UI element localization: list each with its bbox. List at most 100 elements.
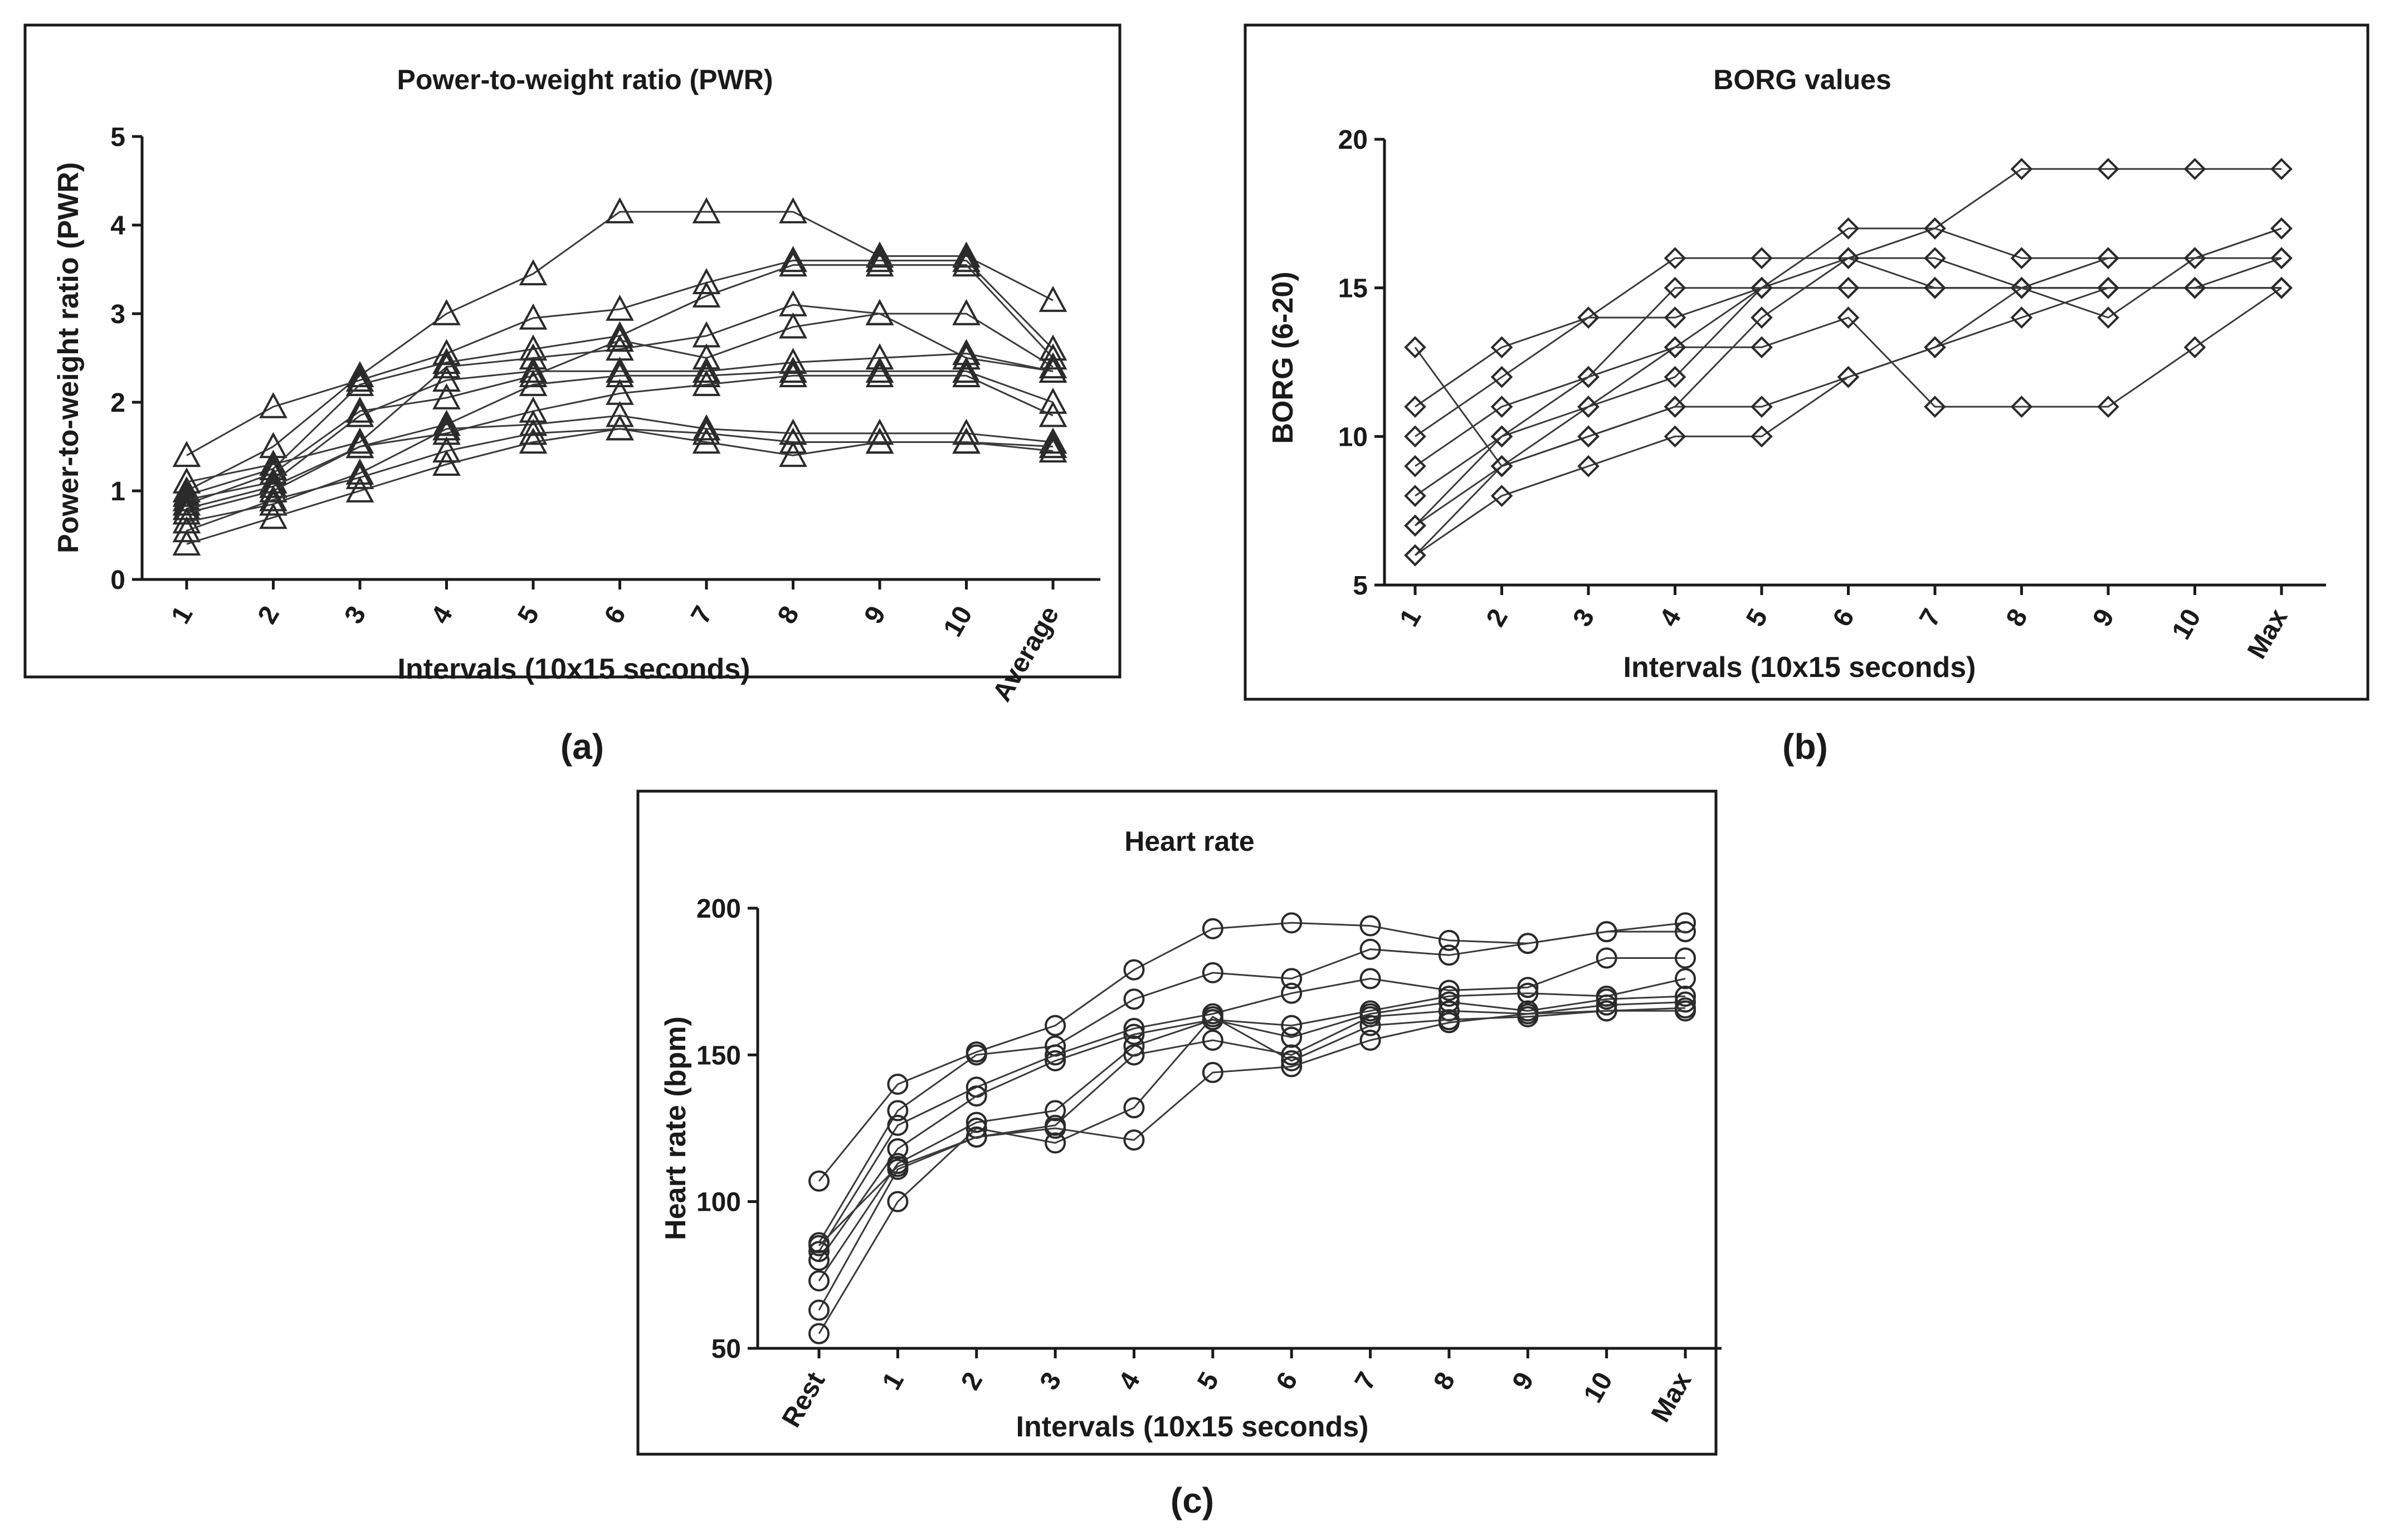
data-point [779,427,807,454]
data-point [606,197,634,223]
series-line [1414,227,2282,556]
data-point [865,361,894,387]
data-point [865,299,894,325]
data-point [865,357,894,383]
data-point [1438,1012,1460,1034]
data-point [2010,247,2033,270]
x-axis-label: Intervals (10x15 seconds) [1623,651,1976,684]
data-point [779,250,807,277]
data-point [345,462,374,489]
data-point [1359,1015,1381,1036]
data-point [808,1250,830,1271]
data-point [692,418,721,445]
data-point [172,480,201,507]
data-point [259,476,287,503]
y-tick-label: 150 [696,1041,741,1070]
data-point [1045,1118,1066,1139]
data-point [1039,357,1067,383]
data-point [345,396,374,423]
data-point [2097,158,2119,181]
data-point [1596,921,1617,943]
data-point [1359,915,1381,937]
data-point [1438,979,1460,1001]
y-tick-label: 3 [110,300,125,329]
data-point [692,369,721,396]
series-line [818,995,1686,1281]
data-point [259,503,287,529]
data-point [1281,1050,1303,1071]
data-point [1438,986,1460,1007]
data-point [1123,1044,1145,1066]
data-point [1837,306,1860,329]
data-point [2183,276,2206,299]
y-axis-label: Power-to-weight ratio (PWR) [52,162,85,553]
data-point [692,268,721,295]
data-point [172,498,201,525]
data-point [2270,247,2293,270]
data-point [1404,514,1426,537]
data-point [1123,1129,1145,1151]
data-point [887,1074,909,1095]
data-point [1039,427,1067,454]
data-point [1438,944,1460,966]
y-tick-label: 20 [1338,125,1368,155]
data-point [952,299,981,325]
data-point [1577,306,1600,329]
data-point [432,299,461,325]
data-point [1577,425,1600,448]
data-point [952,250,981,277]
data-point [1751,306,1773,329]
data-point [692,357,721,383]
data-point [2270,217,2293,240]
data-point [1490,365,1513,388]
data-point [1359,968,1381,990]
data-point [952,343,981,370]
data-point [1123,988,1145,1010]
data-point [808,1241,830,1263]
data-point [1123,1017,1145,1039]
data-point [432,436,461,463]
data-point [779,197,807,223]
data-point [966,1126,987,1148]
chart-title: BORG values [1713,64,1891,95]
data-point [887,1156,909,1177]
data-point [1664,336,1686,359]
data-point [966,1085,987,1107]
data-point [172,516,201,543]
data-point [1490,455,1513,477]
data-point [1404,425,1426,448]
data-point [1438,929,1460,951]
data-point [1039,432,1067,459]
series-line [186,260,1054,456]
data-point [1045,1015,1066,1036]
data-point [1045,1044,1066,1066]
series-2 [172,246,1067,467]
series-4 [808,968,1696,1271]
y-tick-label: 2 [110,388,125,418]
data-point [2097,276,2119,299]
data-point [779,348,807,374]
data-point [432,450,461,476]
data-point [519,427,548,454]
data-point [432,352,461,379]
data-point [1039,387,1067,414]
data-point [1596,947,1617,969]
panel-frame [636,790,1718,1456]
data-point [1039,401,1067,427]
data-point [1123,1024,1145,1045]
data-point [1751,276,1773,299]
data-point [1751,336,1773,359]
series-8 [808,1000,1696,1256]
data-point [259,458,287,485]
data-point [692,281,721,308]
data-point [345,458,374,485]
data-point [2097,306,2119,329]
data-point [1404,485,1426,507]
data-point [1517,982,1539,1004]
data-point [172,441,201,467]
series-line [1414,287,2281,527]
data-point [966,1112,987,1133]
data-point [952,418,981,445]
y-tick-label: 100 [696,1188,741,1217]
